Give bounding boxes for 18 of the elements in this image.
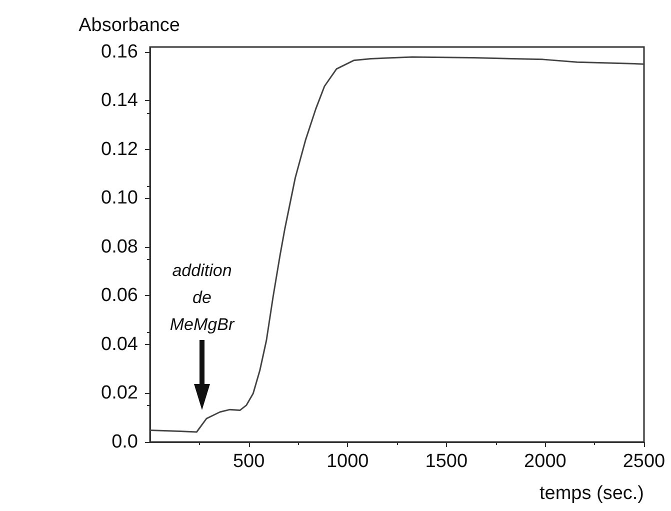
x-axis-title: temps (sec.) — [539, 483, 644, 504]
y-tick-label: 0.04 — [101, 334, 138, 355]
y-axis-title: Absorbance — [78, 15, 180, 36]
x-tick-label: 1500 — [425, 451, 468, 472]
y-tick-label: 0.16 — [101, 41, 138, 62]
x-tick-label: 1000 — [326, 451, 369, 472]
annotation: addition de MeMgBr — [170, 261, 236, 334]
y-tick-label: 0.08 — [101, 236, 138, 258]
y-tick-label: 0.12 — [101, 138, 138, 160]
y-tick-label: 0.06 — [101, 285, 138, 306]
y-tick-label: 0.14 — [101, 90, 138, 112]
x-tick-label: 2500 — [622, 451, 666, 472]
y-tick-label: 0.02 — [101, 382, 138, 404]
y-tick-label: 0.0 — [112, 432, 138, 452]
y-tick-label: 0.10 — [101, 188, 138, 209]
line-series — [149, 56, 645, 433]
x-tick-label: 2000 — [524, 451, 566, 472]
x-tick-label: 500 — [232, 451, 265, 472]
